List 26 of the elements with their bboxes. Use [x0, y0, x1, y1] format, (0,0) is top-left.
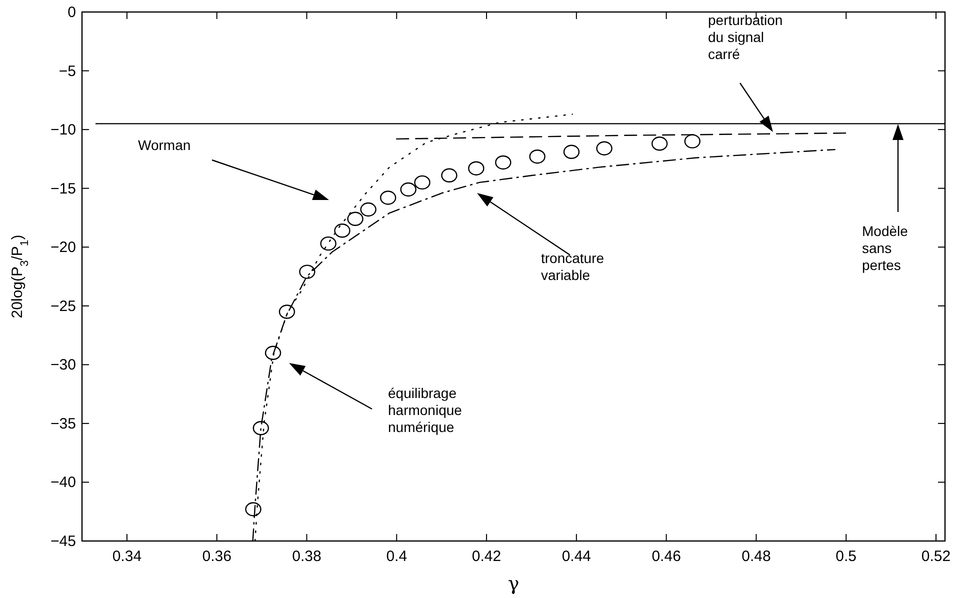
annotation: Modèle sans pertes	[862, 223, 908, 273]
y-tick-label: −15	[50, 180, 76, 198]
x-tick-label: 0.38	[292, 548, 322, 565]
y-tick-label: 0	[68, 4, 76, 21]
y-tick-label: −25	[50, 298, 76, 315]
x-tick-label: 0.52	[921, 548, 951, 565]
x-tick-label: 0.5	[836, 548, 857, 565]
y-tick-label: −45	[50, 533, 76, 550]
annotation: équilibrage harmonique numérique	[388, 385, 462, 435]
y-tick-label: −35	[50, 415, 76, 432]
y-tick-label: −30	[50, 356, 76, 374]
y-tick-label: −10	[50, 122, 76, 139]
x-tick-label: 0.36	[202, 548, 232, 565]
x-tick-label: 0.48	[742, 548, 771, 565]
y-tick-label: −5	[58, 62, 76, 80]
x-tick-label: 0.34	[112, 548, 142, 565]
y-tick-label: −20	[50, 239, 76, 256]
annotation: perturbation du signal carré	[708, 12, 783, 62]
x-tick-label: 0.42	[472, 548, 502, 565]
x-tick-label: 0.46	[652, 548, 681, 565]
annotation: troncature variable	[541, 250, 604, 283]
x-tick-label: 0.44	[562, 548, 592, 565]
x-axis-title: γ	[508, 573, 520, 595]
y-tick-label: −40	[50, 474, 76, 492]
annotation: Worman	[138, 137, 191, 153]
x-tick-label: 0.4	[386, 548, 408, 565]
